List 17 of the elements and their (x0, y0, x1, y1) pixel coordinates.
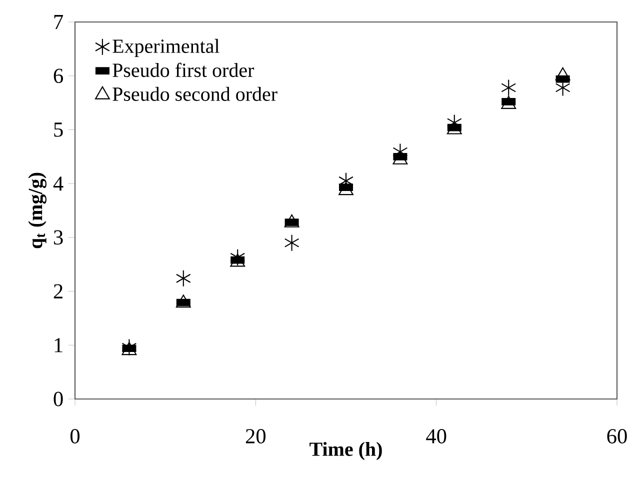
y-tick-label: 1 (54, 338, 62, 352)
x-axis-title: Time (h) (310, 442, 382, 460)
legend-label: Pseudo second order (112, 86, 278, 101)
y-tick-label: 4 (53, 176, 64, 191)
legend-label: Pseudo first order (112, 62, 254, 78)
x-tick-label: 20 (246, 429, 266, 444)
y-tick-label: 3 (54, 230, 63, 245)
y-tick-label: 2 (54, 284, 62, 298)
y-tick-label: 6 (54, 68, 63, 84)
y-tick-label: 7 (54, 15, 64, 29)
legend-label: Experimental (112, 38, 220, 58)
x-tick-label: 40 (426, 429, 446, 444)
y-tick-label: 0 (54, 392, 63, 406)
x-tick-label: 60 (607, 429, 627, 444)
y-tick-label: 5 (54, 122, 63, 137)
x-tick-label: 0 (70, 429, 80, 444)
text: q$_{t}$ (mg/g) (28, 172, 46, 248)
